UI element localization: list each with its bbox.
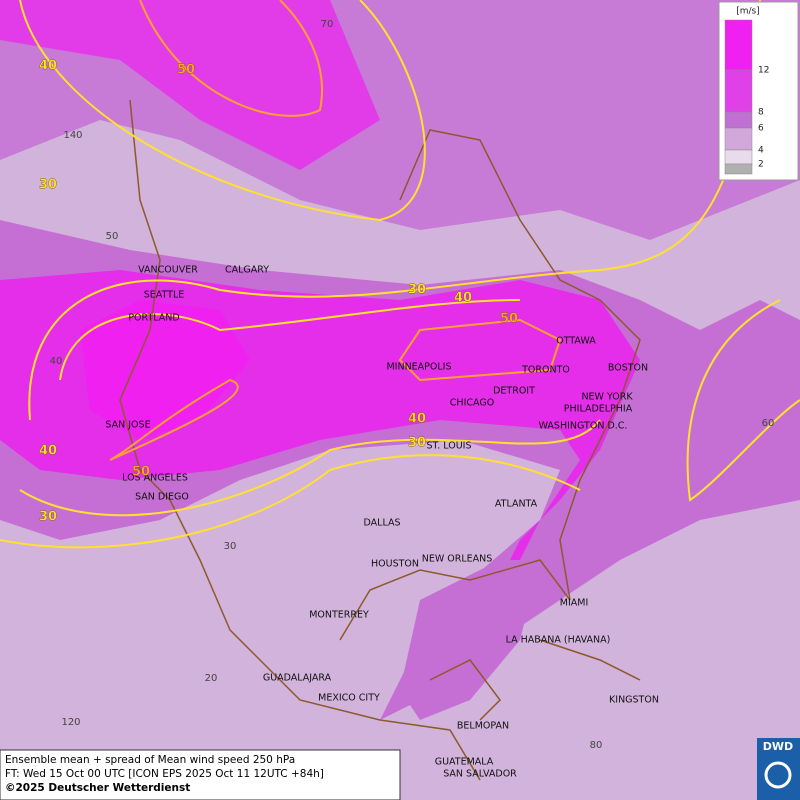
logo: DWD — [763, 740, 793, 753]
contour-label: 40 — [408, 412, 426, 427]
city-label: SAN DIEGO — [135, 492, 189, 503]
footer-line: Ensemble mean + spread of Mean wind spee… — [5, 754, 295, 766]
contour-label: 50 — [500, 312, 518, 327]
grid-label: 80 — [590, 740, 603, 751]
grid-label: 140 — [63, 130, 82, 141]
footer-line: FT: Wed 15 Oct 00 UTC [ICON EPS 2025 Oct… — [5, 768, 324, 780]
city-label: NEW YORK — [581, 392, 633, 403]
city-label: NEW ORLEANS — [422, 554, 493, 565]
grid-label: 70 — [321, 19, 334, 30]
footer-line: ©2025 Deutscher Wetterdienst — [5, 782, 190, 794]
city-label: TORONTO — [521, 365, 570, 376]
city-label: MONTERREY — [309, 610, 369, 621]
city-label: CHICAGO — [450, 398, 494, 409]
contour-label: 30 — [408, 283, 426, 298]
contour-label: 50 — [177, 63, 195, 78]
grid-label: 50 — [106, 231, 119, 242]
contour-label: 50 — [132, 465, 150, 480]
legend-label: 8 — [758, 108, 764, 118]
contour-label: 40 — [39, 444, 57, 459]
wind-fields — [0, 0, 800, 720]
city-label: MEXICO CITY — [318, 693, 380, 704]
city-label: OTTAWA — [556, 336, 596, 347]
contour-label: 40 — [454, 291, 472, 306]
contour-label: 30 — [39, 510, 57, 525]
grid-label: 120 — [61, 717, 80, 728]
city-label: LOS ANGELES — [122, 473, 188, 484]
legend-swatch — [724, 19, 753, 71]
legend-label: 4 — [758, 146, 764, 156]
legend-swatch — [724, 163, 753, 175]
contour-label: 30 — [39, 178, 57, 193]
city-label: ST. LOUIS — [427, 441, 472, 452]
legend-swatch — [724, 127, 753, 151]
legend: [m/s] 12 8 6 4 2 — [718, 1, 799, 181]
legend-swatch — [724, 149, 753, 165]
legend-label: 2 — [758, 160, 764, 170]
city-label: WASHINGTON D.C. — [539, 421, 628, 432]
city-label: BOSTON — [608, 363, 648, 374]
grid-label: 40 — [50, 356, 63, 367]
city-label: GUADALAJARA — [263, 673, 332, 684]
grid-label: 20 — [205, 673, 218, 684]
legend-unit: [m/s] — [736, 7, 760, 17]
city-label: DALLAS — [364, 518, 401, 529]
city-label: SAN JOSE — [105, 420, 150, 431]
city-label: ATLANTA — [495, 499, 538, 510]
contour-label: 30 — [408, 436, 426, 451]
city-label: MINNEAPOLIS — [386, 362, 451, 373]
city-label: PHILADELPHIA — [564, 404, 633, 415]
city-label: KINGSTON — [609, 695, 659, 706]
city-label: HOUSTON — [371, 559, 419, 570]
city-label: CALGARY — [225, 265, 269, 276]
city-label: GUATEMALA — [435, 757, 494, 768]
grid-label: 30 — [224, 541, 237, 552]
grid-label: 60 — [762, 418, 775, 429]
city-label: SAN SALVADOR — [443, 769, 517, 780]
contour-label: 40 — [39, 59, 57, 74]
city-label: PORTLAND — [128, 313, 179, 324]
coastlines — [119, 99, 641, 781]
city-label: SEATTLE — [144, 290, 185, 301]
legend-label: 12 — [758, 66, 769, 76]
logo-box — [757, 738, 800, 800]
footer-box — [0, 749, 401, 800]
legend-swatch — [724, 111, 753, 129]
city-label: MIAMI — [560, 598, 589, 609]
city-label: BELMOPAN — [457, 721, 509, 732]
logo-icon — [764, 761, 792, 789]
contours — [0, 0, 800, 549]
legend-label: 6 — [758, 124, 764, 134]
legend-swatch — [724, 69, 753, 113]
city-label: LA HABANA (HAVANA) — [506, 635, 611, 646]
city-label: VANCOUVER — [138, 265, 198, 276]
city-label: DETROIT — [493, 386, 535, 397]
